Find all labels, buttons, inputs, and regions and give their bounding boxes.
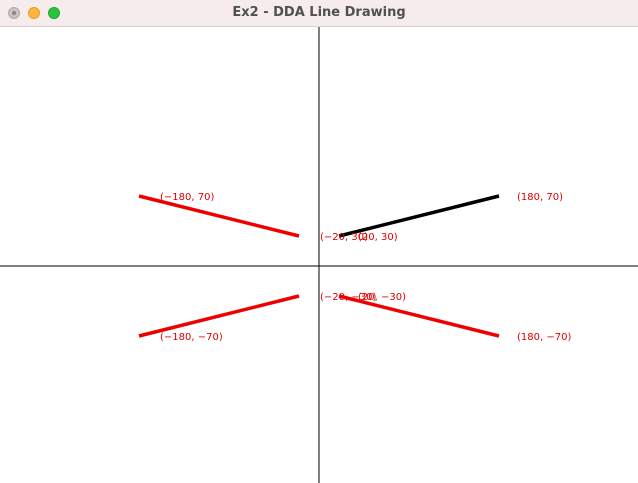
- dda-line-1: [338, 194, 500, 238]
- close-window-button[interactable]: [8, 7, 20, 19]
- minimize-window-button[interactable]: [28, 7, 40, 19]
- point-label: (−180, 70): [160, 192, 214, 203]
- dda-line-2: [138, 194, 300, 238]
- dda-line-3: [138, 294, 300, 338]
- point-label: (−20, −30): [320, 292, 376, 303]
- point-label: (20, 30): [358, 232, 398, 243]
- dda-plot: (−180, 70) (−20, 30)(20, 30) (180, 70) (−20…: [0, 27, 638, 483]
- drawing-canvas[interactable]: (−180, 70) (−20, 30) (20, 30) (180, 70) (−20…: [0, 27, 638, 483]
- point-label: (180, −70): [517, 332, 571, 343]
- point-label: (−20, 30): [320, 232, 368, 243]
- title-bar[interactable]: Ex2 - DDA Line Drawing: [0, 0, 638, 27]
- labels-layer: (−180, 70) (−20, 30)(20, 30) (180, 70) (−20…: [160, 192, 571, 343]
- point-label: (180, 70): [517, 192, 563, 203]
- dda-line-4: [338, 294, 500, 338]
- point-label: (−180, −70): [160, 332, 223, 343]
- lines-layer: [138, 194, 500, 338]
- window-title: Ex2 - DDA Line Drawing: [232, 5, 406, 20]
- point-label: (20, −30): [358, 292, 406, 303]
- zoom-window-button[interactable]: [48, 7, 60, 19]
